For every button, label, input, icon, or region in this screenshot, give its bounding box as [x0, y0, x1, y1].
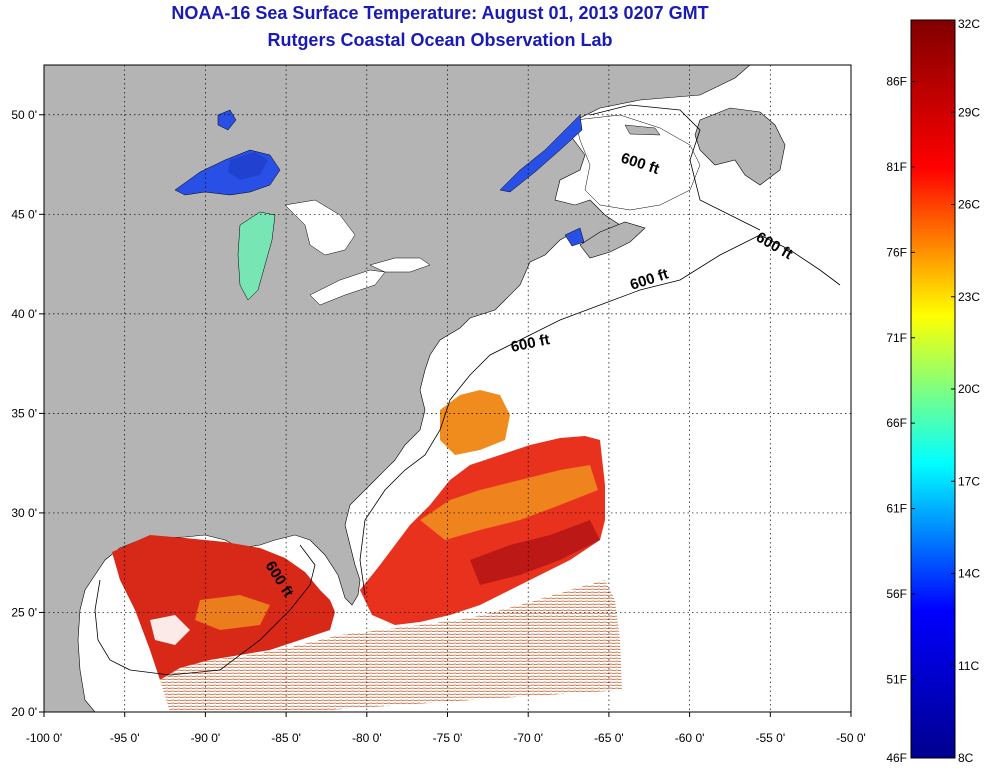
y-tick-label: 45 0' — [11, 207, 37, 221]
depth-contour-grand-banks — [589, 104, 761, 231]
colorbar-label-f: 76F — [886, 245, 907, 259]
title-block: NOAA-16 Sea Surface Temperature: August … — [0, 0, 880, 54]
x-tick-label: -90 0' — [191, 731, 221, 745]
sst-swath-southern-hatch — [160, 580, 622, 712]
colorbar-label-c: 23C — [958, 290, 980, 304]
x-tick-label: -70 0' — [513, 731, 543, 745]
colorbar-label-f: 66F — [886, 416, 907, 430]
x-tick-label: -95 0' — [110, 731, 140, 745]
y-tick-label: 25 0' — [11, 605, 37, 619]
colorbar-label-c: 29C — [958, 105, 980, 119]
colorbar-label-c: 17C — [958, 474, 980, 488]
y-tick-label: 20 0' — [11, 705, 37, 719]
land-anticosti — [624, 124, 661, 136]
x-tick-label: -80 0' — [352, 731, 382, 745]
x-tick-label: -50 0' — [836, 731, 866, 745]
colorbar-label-f: 86F — [886, 75, 907, 89]
title-line-2: Rutgers Coastal Ocean Observation Lab — [267, 30, 613, 50]
colorbar-label-c: 8C — [958, 751, 974, 765]
colorbar-label-c: 26C — [958, 198, 980, 212]
x-tick-label: -55 0' — [755, 731, 785, 745]
colorbar-label-f: 71F — [886, 331, 907, 345]
land-newfoundland — [694, 107, 786, 186]
sst-swath-gulf-patch2 — [150, 615, 190, 645]
colorbar-label-c: 32C — [958, 17, 980, 31]
land-nova-scotia — [579, 221, 646, 259]
lake-michigan — [237, 211, 276, 301]
colorbar-label-f: 81F — [886, 160, 907, 174]
y-tick-label: 50 0' — [11, 108, 37, 122]
lake-nipigon — [217, 109, 237, 131]
depth-contour-gulf — [94, 544, 316, 676]
x-tick-label: -60 0' — [675, 731, 705, 745]
title-line-1: NOAA-16 Sea Surface Temperature: August … — [171, 3, 709, 23]
colorbar-label-c: 14C — [958, 567, 980, 581]
y-tick-label: 30 0' — [11, 506, 37, 520]
lake-ontario — [369, 257, 431, 273]
colorbar-label-c: 11C — [958, 659, 979, 673]
st-lawrence-river — [499, 114, 583, 193]
sst-swath-gulfstream-north — [440, 390, 510, 455]
y-tick-label: 35 0' — [11, 406, 37, 420]
colorbar-label-f: 51F — [886, 672, 907, 686]
x-tick-label: -65 0' — [594, 731, 624, 745]
colorbar-label-f: 61F — [886, 502, 907, 516]
colorbar-label-f: 46F — [886, 751, 907, 765]
x-tick-label: -85 0' — [271, 731, 301, 745]
depth-contour-atlantic — [359, 234, 841, 596]
plot-frame — [43, 64, 852, 713]
lake-erie — [309, 269, 386, 306]
y-tick-label: 40 0' — [11, 307, 37, 321]
colorbar-labels: 32C 29C 26C 23C 20C 17C 14C 11C 8C 86F 81F 76F 71F 66… — [886, 17, 980, 765]
lake-huron — [284, 199, 356, 256]
x-tick-label: -100 0' — [26, 731, 62, 745]
x-tick-label: -75 0' — [433, 731, 463, 745]
water-gulf-st-lawrence — [574, 114, 701, 211]
colorbar-label-f: 56F — [886, 587, 907, 601]
sst-swath-atlantic-orange — [420, 465, 598, 540]
map-ticks: -100 0' -95 0' -90 0' -85 0' -80 0' -75 0' -70… — [11, 108, 865, 745]
sst-swath-gulf-patch — [195, 595, 270, 630]
colorbar-label-c: 20C — [958, 382, 980, 396]
lake-superior-shade — [228, 152, 268, 180]
colorbar-gradient — [910, 19, 956, 759]
sst-swath-atlantic-dark — [470, 520, 600, 585]
bay-of-fundy — [564, 227, 585, 247]
